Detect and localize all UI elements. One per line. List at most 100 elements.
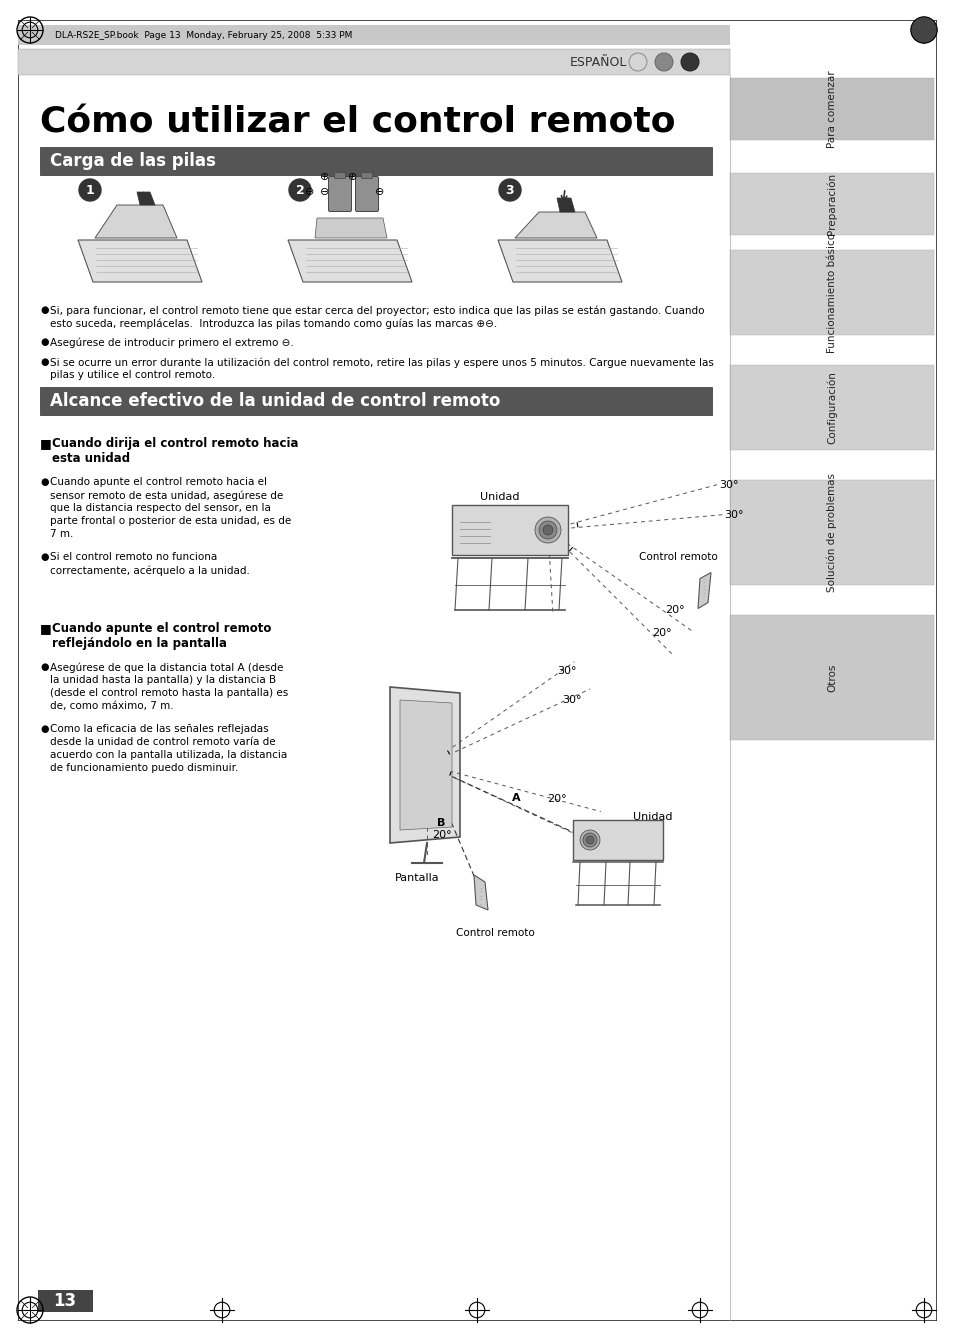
FancyBboxPatch shape [729, 480, 933, 586]
Text: ⊖: ⊖ [375, 188, 384, 197]
Text: 7 m.: 7 m. [50, 529, 73, 539]
Text: Cuando dirija el control remoto hacia: Cuando dirija el control remoto hacia [52, 437, 298, 450]
FancyBboxPatch shape [40, 387, 711, 415]
Circle shape [680, 54, 699, 71]
Text: 20°: 20° [432, 829, 451, 840]
Text: parte frontal o posterior de esta unidad, es de: parte frontal o posterior de esta unidad… [50, 516, 291, 527]
Polygon shape [698, 572, 710, 608]
Text: A: A [511, 793, 519, 803]
FancyBboxPatch shape [573, 820, 662, 860]
Text: acuerdo con la pantalla utilizada, la distancia: acuerdo con la pantalla utilizada, la di… [50, 750, 287, 760]
Circle shape [582, 833, 597, 847]
Circle shape [289, 180, 311, 201]
Text: Preparación: Preparación [826, 173, 837, 234]
Text: pilas y utilice el control remoto.: pilas y utilice el control remoto. [50, 370, 215, 381]
Text: Asegúrese de introducir primero el extremo ⊖.: Asegúrese de introducir primero el extre… [50, 336, 294, 347]
Text: ●: ● [40, 724, 49, 734]
Text: 2: 2 [295, 184, 304, 197]
Text: 1: 1 [86, 184, 94, 197]
Circle shape [498, 180, 520, 201]
Polygon shape [474, 875, 488, 910]
Text: la unidad hasta la pantalla) y la distancia B: la unidad hasta la pantalla) y la distan… [50, 675, 275, 685]
Circle shape [79, 180, 101, 201]
Polygon shape [557, 198, 575, 212]
Circle shape [579, 829, 599, 850]
Text: ■: ■ [40, 622, 51, 635]
Text: ●: ● [40, 306, 49, 315]
Polygon shape [137, 192, 154, 205]
Text: 20°: 20° [652, 627, 672, 638]
Text: ⊕: ⊕ [320, 172, 330, 182]
Text: Unidad: Unidad [633, 812, 672, 821]
Text: Pantalla: Pantalla [395, 872, 438, 883]
Text: correctamente, acérquelo a la unidad.: correctamente, acérquelo a la unidad. [50, 565, 250, 575]
Circle shape [538, 521, 557, 539]
Polygon shape [288, 240, 412, 281]
Text: Si el control remoto no funciona: Si el control remoto no funciona [50, 552, 217, 561]
Text: Como la eficacia de las señales reflejadas: Como la eficacia de las señales reflejad… [50, 724, 269, 734]
Text: 30°: 30° [557, 666, 576, 675]
Text: 30°: 30° [719, 480, 738, 489]
Text: Carga de las pilas: Carga de las pilas [50, 151, 215, 170]
Text: Cómo utilizar el control remoto: Cómo utilizar el control remoto [40, 105, 675, 139]
Circle shape [628, 54, 646, 71]
Text: ●: ● [40, 552, 49, 561]
Text: 13: 13 [53, 1292, 76, 1311]
Polygon shape [390, 687, 459, 843]
Text: Control remoto: Control remoto [456, 929, 534, 938]
Text: 30°: 30° [561, 695, 581, 705]
FancyBboxPatch shape [38, 1290, 92, 1312]
Text: ⊖: ⊖ [305, 188, 314, 197]
Text: :: : [701, 591, 703, 598]
Text: 3: 3 [505, 184, 514, 197]
Polygon shape [95, 205, 177, 239]
Text: :: : [701, 584, 703, 591]
Text: Unidad: Unidad [479, 492, 519, 502]
FancyBboxPatch shape [729, 615, 933, 740]
Text: Si se ocurre un error durante la utilización del control remoto, retire las pila: Si se ocurre un error durante la utiliza… [50, 356, 713, 367]
Text: de, como máximo, 7 m.: de, como máximo, 7 m. [50, 701, 173, 712]
Circle shape [910, 17, 936, 43]
Text: ●: ● [40, 477, 49, 486]
Text: (desde el control remoto hasta la pantalla) es: (desde el control remoto hasta la pantal… [50, 687, 288, 698]
FancyBboxPatch shape [452, 505, 567, 555]
Text: Solución de problemas: Solución de problemas [826, 473, 837, 592]
Text: ●: ● [40, 336, 49, 347]
Text: DLA-RS2E_SP.book  Page 13  Monday, February 25, 2008  5:33 PM: DLA-RS2E_SP.book Page 13 Monday, Februar… [55, 31, 352, 39]
FancyBboxPatch shape [729, 364, 933, 450]
FancyBboxPatch shape [18, 25, 729, 46]
Text: Control remoto: Control remoto [638, 552, 717, 561]
Text: Cuando apunte el control remoto hacia el: Cuando apunte el control remoto hacia el [50, 477, 267, 486]
Text: ●: ● [40, 356, 49, 367]
Circle shape [535, 517, 560, 543]
Text: Otros: Otros [826, 663, 836, 691]
Polygon shape [399, 699, 452, 829]
Polygon shape [515, 212, 597, 239]
Text: ⊕: ⊕ [348, 172, 357, 182]
Text: :: : [701, 578, 703, 583]
FancyBboxPatch shape [18, 50, 729, 75]
Text: ESPAÑOL: ESPAÑOL [569, 55, 627, 68]
FancyBboxPatch shape [729, 251, 933, 335]
Text: 20°: 20° [664, 606, 683, 615]
Text: que la distancia respecto del sensor, en la: que la distancia respecto del sensor, en… [50, 502, 271, 513]
Polygon shape [78, 240, 202, 281]
Text: ■: ■ [40, 437, 51, 450]
Text: desde la unidad de control remoto varía de: desde la unidad de control remoto varía … [50, 737, 275, 746]
Text: :: : [478, 903, 480, 909]
Text: esta unidad: esta unidad [52, 452, 130, 465]
Circle shape [542, 525, 553, 535]
Text: Funcionamiento básico: Funcionamiento básico [826, 232, 836, 352]
Text: B: B [436, 817, 445, 828]
Text: esto suceda, reemplácelas.  Introduzca las pilas tomando como guías las marcas ⊕: esto suceda, reemplácelas. Introduzca la… [50, 318, 497, 328]
Text: :: : [478, 895, 480, 900]
Text: :: : [478, 887, 480, 892]
Text: sensor remoto de esta unidad, asegúrese de: sensor remoto de esta unidad, asegúrese … [50, 490, 283, 501]
Text: Para comenzar: Para comenzar [826, 70, 836, 147]
Text: reflejándolo en la pantalla: reflejándolo en la pantalla [52, 636, 227, 650]
Polygon shape [497, 240, 621, 281]
Text: Si, para funcionar, el control remoto tiene que estar cerca del proyector; esto : Si, para funcionar, el control remoto ti… [50, 306, 703, 315]
FancyBboxPatch shape [729, 173, 933, 234]
FancyBboxPatch shape [328, 177, 351, 212]
Circle shape [585, 836, 594, 844]
